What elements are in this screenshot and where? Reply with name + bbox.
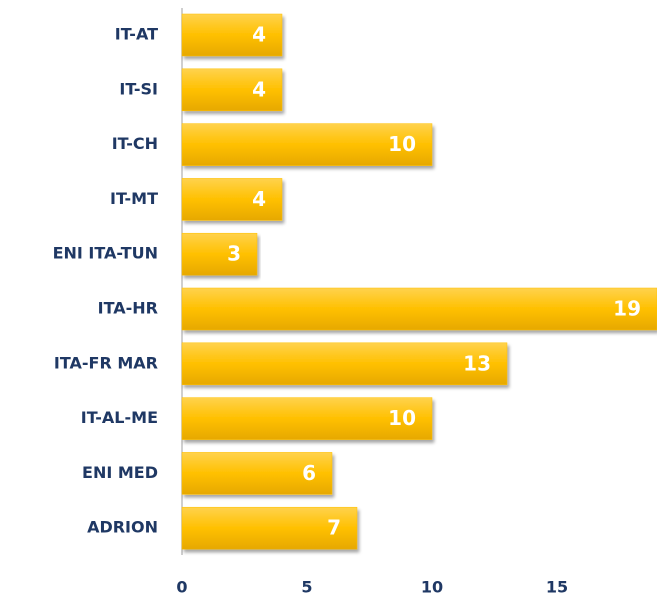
bar — [181, 287, 657, 331]
x-tick-label: 15 — [546, 578, 568, 597]
value-label: 4 — [252, 23, 266, 47]
y-tick-label: IT-AL-ME — [81, 408, 158, 427]
y-tick-label: ITA-FR MAR — [54, 353, 158, 372]
bar — [181, 506, 358, 550]
y-tick-label: ENI MED — [82, 463, 158, 482]
bar — [181, 232, 258, 276]
value-label: 19 — [613, 297, 641, 321]
value-label: 10 — [388, 132, 416, 156]
value-label: 7 — [327, 516, 341, 540]
x-tick-label: 5 — [301, 578, 312, 597]
value-label: 10 — [388, 406, 416, 430]
x-tick-label: 10 — [421, 578, 443, 597]
y-tick-label: IT-SI — [119, 79, 158, 98]
y-tick-label: IT-AT — [115, 25, 158, 44]
bar — [181, 123, 433, 166]
bar — [181, 342, 508, 386]
bar — [181, 178, 283, 221]
value-label: 4 — [252, 187, 266, 211]
y-tick-label: IT-MT — [110, 189, 158, 208]
x-tick-label: 0 — [176, 578, 187, 597]
value-label: 13 — [463, 351, 491, 375]
y-tick-label: IT-CH — [112, 134, 158, 153]
bar — [181, 397, 433, 440]
value-label: 6 — [302, 461, 316, 485]
bar — [181, 13, 283, 57]
bar — [181, 68, 283, 112]
y-tick-label: ITA-HR — [98, 299, 158, 318]
value-label: 3 — [227, 242, 241, 266]
y-tick-label: ADRION — [87, 518, 158, 537]
bar — [181, 452, 333, 495]
value-label: 4 — [252, 77, 266, 101]
y-tick-label: ENI ITA-TUN — [53, 244, 158, 263]
